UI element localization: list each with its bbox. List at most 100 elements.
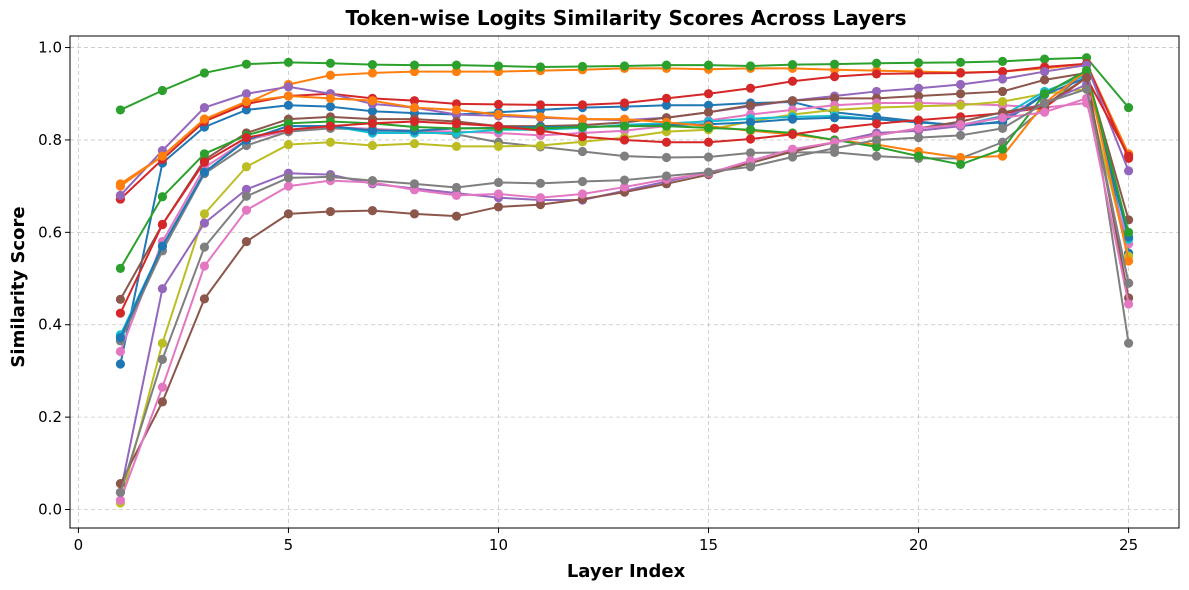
data-point bbox=[871, 58, 882, 68]
y-tick-label: 0.8 bbox=[38, 131, 62, 149]
data-point bbox=[367, 140, 378, 151]
data-point bbox=[241, 236, 252, 247]
data-point bbox=[199, 294, 210, 304]
data-point bbox=[1123, 278, 1134, 288]
data-point bbox=[829, 72, 840, 82]
series-1 bbox=[115, 66, 1134, 369]
data-point bbox=[913, 91, 924, 101]
data-point bbox=[241, 133, 252, 143]
data-point bbox=[1123, 338, 1134, 348]
series-9 bbox=[115, 84, 1134, 508]
data-point bbox=[955, 100, 966, 110]
series-group bbox=[115, 53, 1134, 508]
x-axis-title: Layer Index bbox=[567, 561, 686, 582]
data-point bbox=[493, 109, 504, 120]
data-point bbox=[577, 114, 588, 124]
data-point bbox=[367, 175, 378, 186]
data-point bbox=[367, 126, 378, 136]
data-point bbox=[283, 82, 294, 92]
x-tick-label: 5 bbox=[284, 536, 294, 554]
data-point bbox=[997, 123, 1008, 133]
data-point bbox=[199, 242, 210, 252]
data-point bbox=[451, 141, 462, 152]
data-point bbox=[619, 175, 630, 185]
data-point bbox=[493, 189, 504, 199]
data-point bbox=[367, 206, 378, 216]
data-point bbox=[157, 219, 168, 230]
data-point bbox=[1123, 151, 1134, 161]
data-point bbox=[745, 83, 756, 93]
data-point bbox=[409, 116, 420, 127]
x-tick-label: 25 bbox=[1119, 536, 1138, 554]
data-point bbox=[115, 294, 126, 304]
series-12 bbox=[115, 66, 1134, 266]
data-point bbox=[577, 61, 588, 72]
data-point bbox=[955, 152, 966, 163]
data-point bbox=[157, 354, 168, 364]
data-point bbox=[577, 132, 588, 142]
data-point bbox=[409, 60, 420, 70]
data-point bbox=[787, 96, 798, 106]
data-point bbox=[997, 74, 1008, 84]
data-point bbox=[955, 120, 966, 130]
series-3 bbox=[115, 53, 1134, 115]
data-point bbox=[661, 93, 672, 103]
data-point bbox=[577, 176, 588, 187]
data-point bbox=[1039, 89, 1050, 99]
data-point bbox=[1039, 107, 1050, 117]
data-point bbox=[1039, 54, 1050, 64]
data-point bbox=[199, 167, 210, 177]
data-point bbox=[619, 121, 630, 131]
data-point bbox=[409, 139, 420, 149]
data-point bbox=[871, 151, 882, 161]
series-11 bbox=[115, 72, 1134, 343]
data-point bbox=[787, 60, 798, 70]
data-point bbox=[367, 68, 378, 78]
y-tick-label: 0.0 bbox=[38, 501, 62, 519]
data-point bbox=[787, 152, 798, 162]
data-point bbox=[661, 60, 672, 70]
data-point bbox=[115, 346, 126, 357]
data-point bbox=[409, 209, 420, 219]
data-point bbox=[451, 190, 462, 200]
data-point bbox=[409, 103, 420, 113]
data-point bbox=[787, 144, 798, 154]
data-point bbox=[829, 123, 840, 133]
data-point bbox=[661, 152, 672, 163]
data-point bbox=[997, 113, 1008, 123]
data-point bbox=[745, 61, 756, 71]
data-point bbox=[367, 118, 378, 128]
data-point bbox=[955, 79, 966, 90]
data-point bbox=[955, 130, 966, 140]
y-tick-label: 0.6 bbox=[38, 223, 62, 241]
data-point bbox=[115, 181, 126, 191]
data-point bbox=[157, 382, 168, 392]
data-point bbox=[199, 261, 210, 271]
data-point bbox=[997, 151, 1008, 161]
data-point bbox=[1081, 72, 1092, 83]
data-point bbox=[325, 93, 336, 103]
data-point bbox=[535, 178, 546, 188]
data-point bbox=[661, 121, 672, 131]
series-18 bbox=[115, 84, 1134, 498]
data-point bbox=[871, 142, 882, 152]
data-point bbox=[829, 93, 840, 103]
data-point bbox=[1039, 98, 1050, 108]
data-point bbox=[661, 137, 672, 147]
data-point bbox=[367, 96, 378, 106]
data-point bbox=[157, 284, 168, 294]
x-tick-label: 20 bbox=[909, 536, 928, 554]
data-point bbox=[199, 68, 210, 78]
data-point bbox=[829, 113, 840, 123]
data-point bbox=[577, 146, 588, 157]
series-13 bbox=[115, 66, 1134, 273]
data-point bbox=[703, 60, 714, 70]
data-point bbox=[535, 193, 546, 203]
data-point bbox=[493, 61, 504, 71]
data-point bbox=[619, 98, 630, 108]
data-point bbox=[115, 308, 126, 318]
data-point bbox=[493, 141, 504, 152]
data-point bbox=[241, 162, 252, 172]
data-point bbox=[283, 125, 294, 135]
